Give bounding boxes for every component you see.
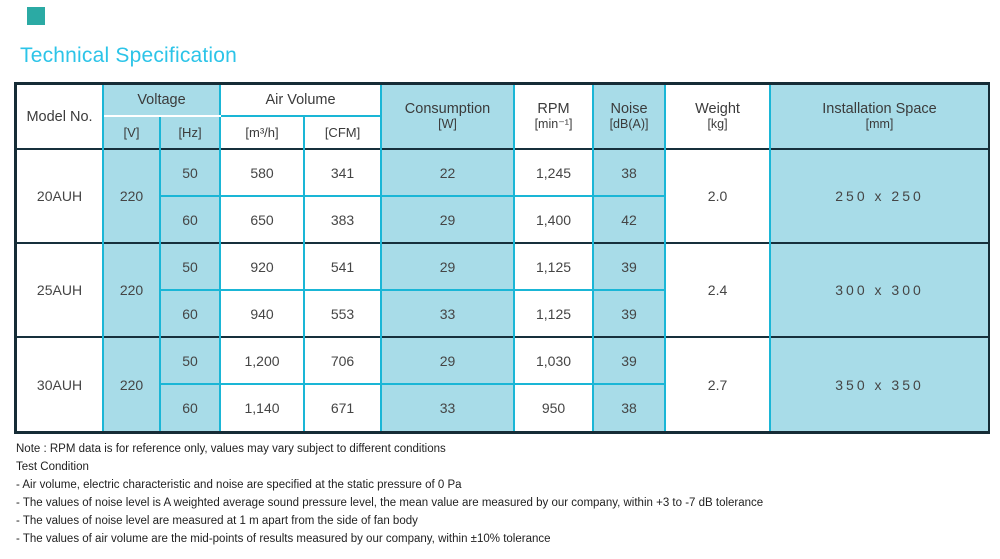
note-line: Test Condition [16, 461, 89, 473]
cell-cfm: 383 [304, 196, 383, 243]
technical-specification-table: Model No. Voltage Air Volume Consumption… [14, 82, 990, 434]
cell-rpm: 1,030 [514, 336, 595, 385]
cell-weight: 2.0 [665, 148, 772, 243]
header-weight-label: Weight [695, 101, 740, 117]
header-voltage-v: [V] [103, 116, 161, 149]
footnotes: Note : RPM data is for reference only, v… [16, 440, 976, 548]
header-rpm: RPM [min⁻¹] [514, 85, 595, 149]
section-bullet-square [27, 7, 45, 25]
table-row: 25AUH 220 50 920 541 29 1,125 39 2.4 300… [17, 242, 989, 337]
cell-watt: 22 [381, 148, 516, 197]
header-model-no-label: Model No. [26, 108, 93, 125]
cell-model: 25AUH [17, 242, 104, 337]
header-rpm-label: RPM [537, 101, 570, 117]
header-model-no: Model No. [17, 85, 104, 149]
cell-noise: 38 [593, 384, 667, 431]
cell-cfm: 541 [304, 242, 383, 291]
cell-m3h: 580 [220, 148, 306, 197]
table-row: 60 940 553 33 1,125 39 [17, 290, 988, 337]
cell-model: 30AUH [17, 336, 104, 431]
cell-installation: 300 x 300 [770, 242, 989, 337]
cell-hz: 50 [160, 148, 222, 197]
cell-watt: 29 [381, 336, 516, 385]
header-weight-unit: [kg] [707, 117, 728, 131]
header-noise: Noise [dB(A)] [593, 85, 667, 149]
cell-hz: 50 [160, 336, 222, 385]
cell-model: 20AUH [17, 148, 104, 243]
note-line: - Air volume, electric characteristic an… [16, 479, 462, 491]
header-air-volume-label: Air Volume [265, 92, 336, 108]
table-row: 30AUH 220 50 1,200 706 29 1,030 39 2.7 3… [17, 336, 989, 431]
cell-installation: 250 x 250 [770, 148, 989, 243]
table-body: 20AUH 220 50 580 341 22 1,245 38 2.0 250… [17, 148, 989, 431]
cell-rpm: 1,400 [514, 196, 595, 243]
cell-m3h: 920 [220, 242, 306, 291]
cell-voltage: 220 [103, 336, 161, 431]
header-consumption-unit: [W] [438, 117, 457, 131]
cell-weight: 2.7 [665, 336, 772, 431]
header-installation-label: Installation Space [822, 101, 937, 117]
cell-m3h: 1,140 [220, 384, 306, 431]
header-noise-unit: [dB(A)] [609, 117, 649, 131]
cell-m3h: 1,200 [220, 336, 306, 385]
cell-voltage: 220 [103, 148, 161, 243]
table-row: 20AUH 220 50 580 341 22 1,245 38 2.0 250… [17, 148, 989, 243]
cell-hz: 60 [160, 196, 222, 243]
header-voltage-label: Voltage [137, 92, 186, 108]
cell-hz: 50 [160, 242, 222, 291]
table-header: Model No. Voltage Air Volume Consumption… [17, 85, 989, 149]
cell-watt: 33 [381, 384, 516, 431]
cell-hz: 60 [160, 290, 222, 337]
cell-rpm: 1,245 [514, 148, 595, 197]
cell-cfm: 553 [304, 290, 383, 337]
cell-rpm: 950 [514, 384, 595, 431]
header-consumption-label: Consumption [404, 101, 491, 117]
cell-watt: 33 [381, 290, 516, 337]
header-air-volume-group: Air Volume [220, 85, 383, 117]
note-line: - The values of air volume are the mid-p… [16, 533, 551, 545]
header-weight: Weight [kg] [665, 85, 772, 149]
cell-noise: 39 [593, 290, 667, 337]
note-line: - The values of noise level are measured… [16, 515, 418, 527]
cell-m3h: 940 [220, 290, 306, 337]
cell-installation: 350 x 350 [770, 336, 989, 431]
table-row: 60 1,140 671 33 950 38 [17, 384, 988, 431]
header-installation-space: Installation Space [mm] [770, 85, 989, 149]
cell-rpm: 1,125 [514, 290, 595, 337]
header-voltage-group: Voltage [103, 85, 222, 117]
cell-voltage: 220 [103, 242, 161, 337]
spec-table: Model No. Voltage Air Volume Consumption… [17, 85, 989, 431]
cell-cfm: 671 [304, 384, 383, 431]
header-air-m3h: [m³/h] [220, 116, 306, 149]
cell-hz: 60 [160, 384, 222, 431]
header-installation-unit: [mm] [865, 117, 894, 131]
page-title: Technical Specification [20, 44, 238, 67]
note-line: Note : RPM data is for reference only, v… [16, 443, 446, 455]
cell-cfm: 341 [304, 148, 383, 197]
cell-watt: 29 [381, 196, 516, 243]
note-line: - The values of noise level is A weighte… [16, 497, 764, 509]
cell-noise: 38 [593, 148, 667, 197]
cell-noise: 39 [593, 242, 667, 291]
header-consumption: Consumption [W] [381, 85, 516, 149]
cell-noise: 39 [593, 336, 667, 385]
table-row: 60 650 383 29 1,400 42 [17, 196, 988, 243]
cell-watt: 29 [381, 242, 516, 291]
cell-m3h: 650 [220, 196, 306, 243]
cell-cfm: 706 [304, 336, 383, 385]
cell-rpm: 1,125 [514, 242, 595, 291]
cell-weight: 2.4 [665, 242, 772, 337]
header-voltage-hz: [Hz] [160, 116, 222, 149]
cell-noise: 42 [593, 196, 667, 243]
header-noise-label: Noise [610, 101, 648, 117]
header-rpm-unit: [min⁻¹] [534, 117, 573, 131]
header-air-cfm: [CFM] [304, 116, 383, 149]
